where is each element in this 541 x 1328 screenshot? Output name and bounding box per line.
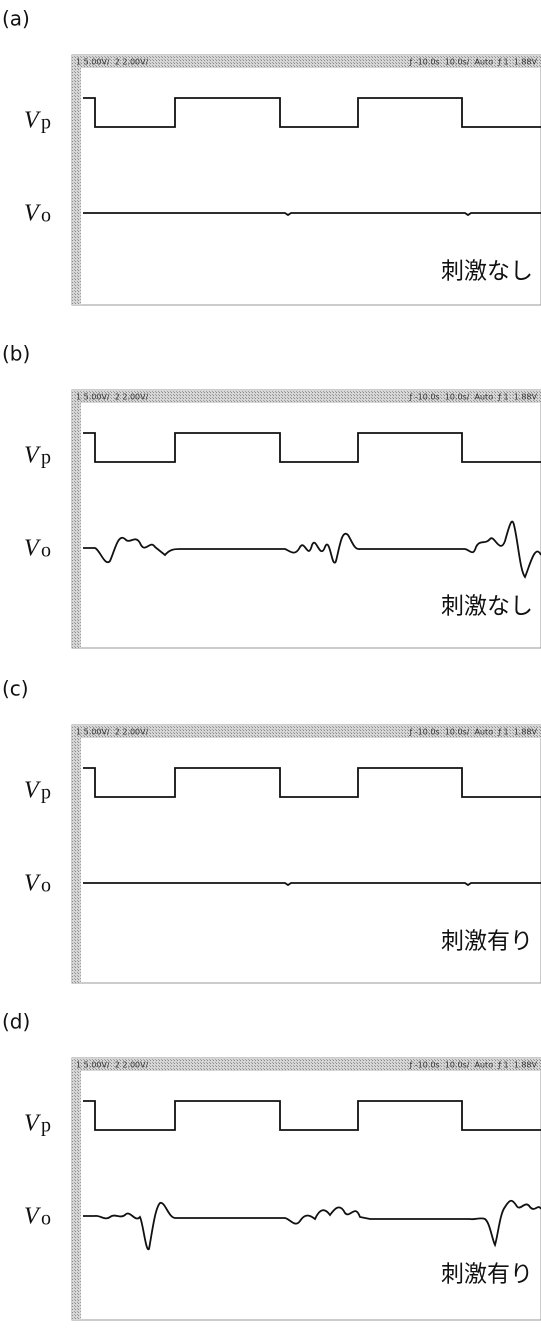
panel-label: (a) xyxy=(2,7,30,31)
vo-symbol: V xyxy=(24,871,41,897)
vp-symbol: V xyxy=(24,443,41,469)
scope-header-right: ƒ -10.0s 10.0s/ Auto ƒ 1 1.88V xyxy=(408,58,537,67)
annotation: 刺激有り xyxy=(441,1262,533,1288)
vo-subscript: o xyxy=(41,540,51,562)
annotation: 刺激なし xyxy=(441,594,533,620)
vp-subscript: p xyxy=(41,447,51,469)
panel: (a) 1 5.00V/ 2 2.00V/ƒ -10.0s 10.0s/ Auto… xyxy=(2,7,541,306)
scope-header-right: ƒ -10.0s 10.0s/ Auto ƒ 1 1.88V xyxy=(408,728,537,737)
scope-header-left: 1 5.00V/ 2 2.00V/ xyxy=(76,393,149,402)
scope-header-right: ƒ -10.0s 10.0s/ Auto ƒ 1 1.88V xyxy=(408,393,537,402)
vp-symbol: V xyxy=(24,108,41,134)
scope-header-left: 1 5.00V/ 2 2.00V/ xyxy=(76,58,149,67)
vo-subscript: o xyxy=(41,875,51,897)
panel-label: (c) xyxy=(2,677,29,701)
scope-side-bar xyxy=(72,55,81,305)
scope-side-bar xyxy=(72,390,81,648)
vp-subscript: p xyxy=(41,782,51,804)
vp-subscript: p xyxy=(41,1115,51,1137)
panel-label: (b) xyxy=(2,342,30,366)
scope-header-right: ƒ -10.0s 10.0s/ Auto ƒ 1 1.88V xyxy=(408,1061,537,1070)
vp-symbol: V xyxy=(24,778,41,804)
scope-header-left: 1 5.00V/ 2 2.00V/ xyxy=(76,1061,149,1070)
annotation: 刺激なし xyxy=(441,259,533,285)
vo-symbol: V xyxy=(24,201,41,227)
scope-header-left: 1 5.00V/ 2 2.00V/ xyxy=(76,728,149,737)
vo-symbol: V xyxy=(24,536,41,562)
vp-symbol: V xyxy=(24,1111,41,1137)
annotation: 刺激有り xyxy=(441,929,533,955)
vo-subscript: o xyxy=(41,1208,51,1230)
panel: (b) 1 5.00V/ 2 2.00V/ƒ -10.0s 10.0s/ Auto… xyxy=(2,342,541,649)
vo-subscript: o xyxy=(41,205,51,227)
scope-side-bar xyxy=(72,725,81,983)
panel: (d) 1 5.00V/ 2 2.00V/ƒ -10.0s 10.0s/ Auto… xyxy=(2,1010,541,1321)
panel: (c) 1 5.00V/ 2 2.00V/ƒ -10.0s 10.0s/ Auto… xyxy=(2,677,541,984)
vo-symbol: V xyxy=(24,1204,41,1230)
panel-label: (d) xyxy=(2,1010,30,1034)
scope-side-bar xyxy=(72,1058,81,1320)
vp-subscript: p xyxy=(41,112,51,134)
figure: (a) 1 5.00V/ 2 2.00V/ƒ -10.0s 10.0s/ Auto… xyxy=(0,0,541,1328)
